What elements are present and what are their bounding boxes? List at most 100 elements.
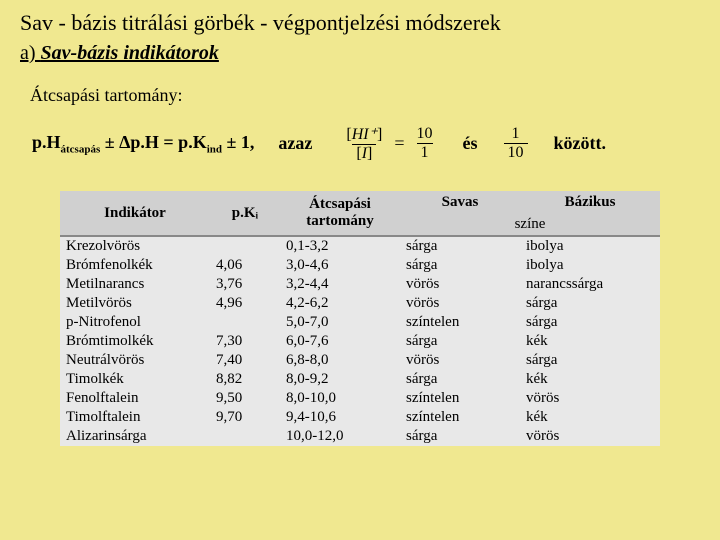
cell-acid: sárga xyxy=(400,332,520,351)
cell-pki: 7,30 xyxy=(210,332,280,351)
cell-acid: vörös xyxy=(400,275,520,294)
cell-acid: vörös xyxy=(400,294,520,313)
th-indicator: Indikátor xyxy=(60,191,210,236)
frac-1-10: 1 10 xyxy=(504,125,528,162)
formula-p2: ± Δp.H = p.K xyxy=(100,132,206,152)
frac1-num: HI⁺ xyxy=(352,126,377,143)
table-row: Krezolvörös0,1-3,2sárgaibolya xyxy=(60,236,660,256)
cell-name: Fenolftalein xyxy=(60,389,210,408)
formula-row: p.Hátcsapás ± Δp.H = p.Kind ± 1, azaz [H… xyxy=(32,124,700,163)
table-row: p-Nitrofenol5,0-7,0színtelensárga xyxy=(60,313,660,332)
table-body: Krezolvörös0,1-3,2sárgaibolyaBrómfenolké… xyxy=(60,236,660,446)
cell-name: Timolftalein xyxy=(60,408,210,427)
ratio-1: [HI⁺] [I] = 10 1 xyxy=(340,124,438,163)
formula-sub1: átcsapás xyxy=(61,143,101,155)
cell-pki xyxy=(210,236,280,256)
cell-range: 4,2-6,2 xyxy=(280,294,400,313)
cell-acid: sárga xyxy=(400,427,520,446)
es-label: és xyxy=(463,133,478,154)
cell-pki: 9,50 xyxy=(210,389,280,408)
frac1-den: I xyxy=(362,145,367,162)
formula-sub2: ind xyxy=(207,143,222,155)
cell-acid: sárga xyxy=(400,256,520,275)
cell-name: Brómfenolkék xyxy=(60,256,210,275)
formula-p1: p.H xyxy=(32,132,61,152)
azaz-label: azaz xyxy=(278,133,312,154)
page-subtitle: a) Sav-bázis indikátorok xyxy=(20,42,700,65)
cell-base: kék xyxy=(520,332,660,351)
cell-base: narancssárga xyxy=(520,275,660,294)
cell-range: 9,4-10,6 xyxy=(280,408,400,427)
subtitle-italic: Sav-bázis indikátorok xyxy=(41,42,219,64)
cell-range: 6,0-7,6 xyxy=(280,332,400,351)
cell-range: 8,0-9,2 xyxy=(280,370,400,389)
cell-pki xyxy=(210,427,280,446)
cell-base: vörös xyxy=(520,389,660,408)
cell-name: Metilvörös xyxy=(60,294,210,313)
r2-den: 10 xyxy=(504,143,528,162)
cell-name: Neutrálvörös xyxy=(60,351,210,370)
table-row: Fenolftalein9,508,0-10,0színtelenvörös xyxy=(60,389,660,408)
r1-den: 1 xyxy=(417,143,433,162)
indicator-table: Indikátor p.Kᵢ Átcsapási tartomány Savas… xyxy=(60,191,660,446)
formula-p3: ± 1, xyxy=(222,132,254,152)
cell-pki: 4,06 xyxy=(210,256,280,275)
subtitle-prefix: a) xyxy=(20,42,41,64)
cell-range: 0,1-3,2 xyxy=(280,236,400,256)
section-label: Átcsapási tartomány: xyxy=(30,85,700,106)
cell-pki xyxy=(210,313,280,332)
cell-acid: színtelen xyxy=(400,408,520,427)
th-range: Átcsapási tartomány xyxy=(280,191,400,236)
cell-name: Timolkék xyxy=(60,370,210,389)
cell-pki: 7,40 xyxy=(210,351,280,370)
cell-base: ibolya xyxy=(520,236,660,256)
cell-base: sárga xyxy=(520,351,660,370)
table-row: Neutrálvörös7,406,8-8,0vörössárga xyxy=(60,351,660,370)
table-row: Brómfenolkék4,063,0-4,6sárgaibolya xyxy=(60,256,660,275)
cell-pki: 9,70 xyxy=(210,408,280,427)
table-row: Metilnarancs3,763,2-4,4vörösnarancssárga xyxy=(60,275,660,294)
cell-range: 6,8-8,0 xyxy=(280,351,400,370)
table-row: Brómtimolkék7,306,0-7,6sárgakék xyxy=(60,332,660,351)
cell-acid: vörös xyxy=(400,351,520,370)
cell-base: sárga xyxy=(520,294,660,313)
formula-expr: p.Hátcsapás ± Δp.H = p.Kind ± 1, xyxy=(32,132,254,156)
frac-hi: [HI⁺] [I] xyxy=(342,124,386,163)
kozott-label: között. xyxy=(554,133,607,154)
frac-10-1: 10 1 xyxy=(413,125,437,162)
table-row: Alizarinsárga 10,0-12,0sárgavörös xyxy=(60,427,660,446)
r1-num: 10 xyxy=(413,125,437,143)
ratio-2: 1 10 xyxy=(502,125,530,162)
table-row: Timolkék8,828,0-9,2sárgakék xyxy=(60,370,660,389)
cell-base: kék xyxy=(520,370,660,389)
th-base: Bázikus xyxy=(520,191,660,214)
page-title: Sav - bázis titrálási görbék - végpontje… xyxy=(20,10,700,36)
th-acid: Savas xyxy=(400,191,520,214)
cell-acid: sárga xyxy=(400,370,520,389)
cell-name: Brómtimolkék xyxy=(60,332,210,351)
table-row: Timolftalein9,709,4-10,6színtelenkék xyxy=(60,408,660,427)
cell-range: 3,0-4,6 xyxy=(280,256,400,275)
cell-range: 3,2-4,4 xyxy=(280,275,400,294)
cell-base: kék xyxy=(520,408,660,427)
cell-pki: 8,82 xyxy=(210,370,280,389)
cell-name: Metilnarancs xyxy=(60,275,210,294)
r2-num: 1 xyxy=(508,125,524,143)
cell-range: 8,0-10,0 xyxy=(280,389,400,408)
cell-acid: színtelen xyxy=(400,313,520,332)
cell-base: sárga xyxy=(520,313,660,332)
cell-range: 5,0-7,0 xyxy=(280,313,400,332)
th-pki: p.Kᵢ xyxy=(210,191,280,236)
cell-range: 10,0-12,0 xyxy=(280,427,400,446)
cell-base: ibolya xyxy=(520,256,660,275)
table-row: Metilvörös4,964,2-6,2vörössárga xyxy=(60,294,660,313)
cell-acid: sárga xyxy=(400,236,520,256)
cell-pki: 4,96 xyxy=(210,294,280,313)
th-szine: színe xyxy=(400,214,660,236)
table-header-row: Indikátor p.Kᵢ Átcsapási tartomány Savas… xyxy=(60,191,660,214)
cell-base: vörös xyxy=(520,427,660,446)
cell-name: Alizarinsárga xyxy=(60,427,210,446)
indicator-table-wrap: Indikátor p.Kᵢ Átcsapási tartomány Savas… xyxy=(60,191,660,446)
cell-acid: színtelen xyxy=(400,389,520,408)
cell-pki: 3,76 xyxy=(210,275,280,294)
